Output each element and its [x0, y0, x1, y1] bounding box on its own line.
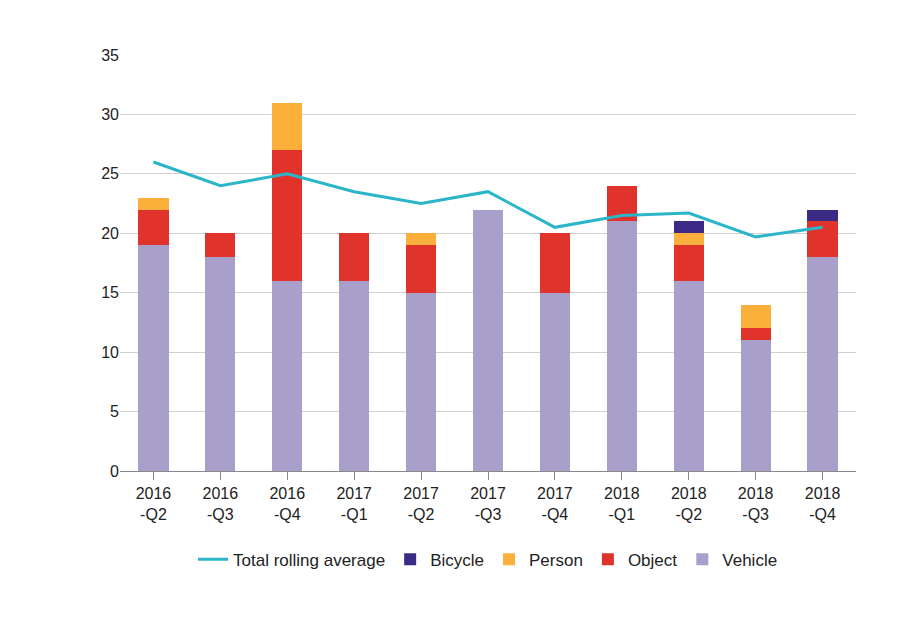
- svg-text:2016-Q3: 2016-Q3: [203, 485, 239, 523]
- svg-text:35: 35: [101, 47, 119, 64]
- svg-text:2017-Q3: 2017-Q3: [470, 485, 506, 523]
- svg-text:0: 0: [110, 463, 119, 480]
- svg-text:Total rolling average: Total rolling average: [233, 551, 385, 570]
- svg-text:Bicycle: Bicycle: [430, 551, 484, 570]
- svg-text:Person: Person: [529, 551, 583, 570]
- svg-text:20: 20: [101, 225, 119, 242]
- svg-text:2018-Q2: 2018-Q2: [671, 485, 707, 523]
- svg-text:30: 30: [101, 106, 119, 123]
- svg-text:2018-Q4: 2018-Q4: [805, 485, 841, 523]
- svg-text:2017-Q2: 2017-Q2: [403, 485, 439, 523]
- svg-text:2017-Q1: 2017-Q1: [336, 485, 372, 523]
- svg-text:15: 15: [101, 284, 119, 301]
- svg-text:2018-Q1: 2018-Q1: [604, 485, 640, 523]
- svg-text:2018-Q3: 2018-Q3: [738, 485, 774, 523]
- svg-text:Object: Object: [628, 551, 677, 570]
- svg-text:25: 25: [101, 165, 119, 182]
- svg-text:2017-Q4: 2017-Q4: [537, 485, 573, 523]
- svg-text:10: 10: [101, 344, 119, 361]
- svg-text:2016-Q4: 2016-Q4: [269, 485, 305, 523]
- svg-text:Vehicle: Vehicle: [722, 551, 777, 570]
- svg-text:2016-Q2: 2016-Q2: [136, 485, 172, 523]
- svg-text:5: 5: [110, 403, 119, 420]
